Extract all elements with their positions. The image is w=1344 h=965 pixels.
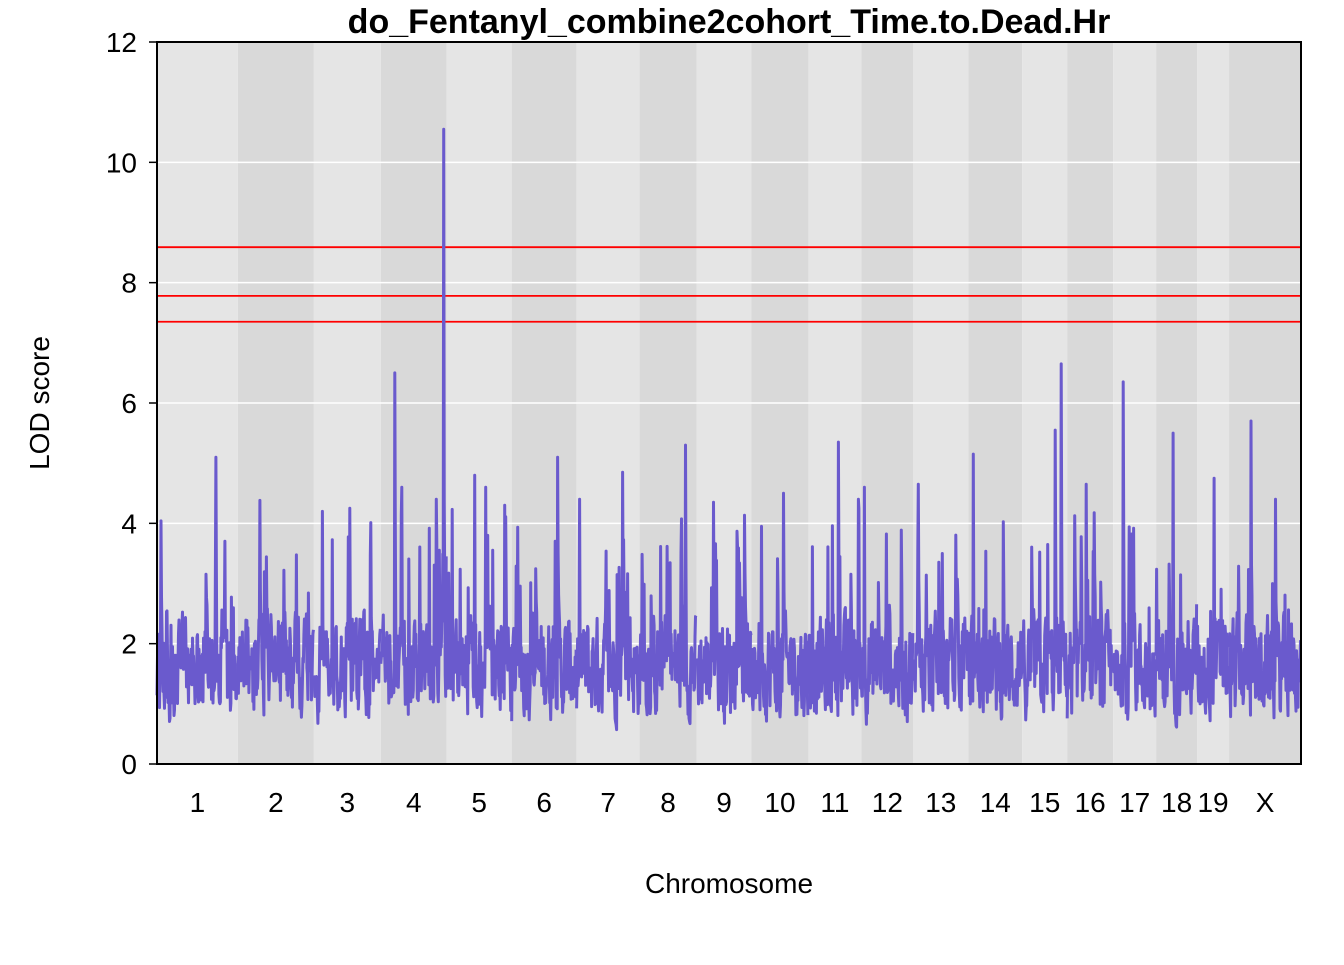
lod-trace-chr-9 bbox=[695, 500, 753, 725]
lod-trace-chr-7 bbox=[575, 470, 641, 732]
x-tick-label-chr-17: 17 bbox=[1119, 787, 1150, 818]
y-tick-label-2: 2 bbox=[121, 629, 137, 660]
x-tick-label-chr-18: 18 bbox=[1161, 787, 1192, 818]
lod-trace-chr-17 bbox=[1111, 380, 1158, 721]
lod-trace-chr-6 bbox=[510, 455, 578, 722]
x-tick-label-chr-3: 3 bbox=[340, 787, 356, 818]
x-tick-label-chr-15: 15 bbox=[1029, 787, 1060, 818]
x-axis: 1 2 3 4 5 6 7 8 9 10 11 12 13 14 15 16 17 18 19 X bbox=[190, 787, 1275, 818]
x-tick-label-chr-9: 9 bbox=[716, 787, 732, 818]
x-tick-label-chr-5: 5 bbox=[471, 787, 487, 818]
y-tick-label-8: 8 bbox=[121, 268, 137, 299]
lod-trace-chr-16 bbox=[1065, 482, 1115, 719]
lod-trace-chr-3 bbox=[312, 506, 382, 725]
y-axis-title: LOD score bbox=[24, 336, 55, 470]
x-tick-label-chr-2: 2 bbox=[268, 787, 284, 818]
x-tick-label-chr-8: 8 bbox=[660, 787, 676, 818]
lod-trace-chr-15 bbox=[1020, 362, 1069, 722]
lod-trace-chr-2 bbox=[236, 498, 315, 719]
x-tick-label-chr-X: X bbox=[1256, 787, 1275, 818]
lod-trace-chr-8 bbox=[638, 443, 698, 726]
x-tick-label-chr-19: 19 bbox=[1197, 787, 1228, 818]
x-tick-label-chr-7: 7 bbox=[600, 787, 616, 818]
lod-trace-chr-X bbox=[1227, 419, 1302, 720]
threshold-lines bbox=[157, 246, 1301, 323]
y-tick-label-4: 4 bbox=[121, 508, 137, 539]
lod-trace-chr-1 bbox=[155, 455, 239, 723]
x-tick-label-chr-13: 13 bbox=[925, 787, 956, 818]
x-tick-label-chr-12: 12 bbox=[872, 787, 903, 818]
lod-trace-chr-10 bbox=[750, 491, 810, 723]
lod-trace-chr-4 bbox=[379, 127, 448, 716]
chart-title: do_Fentanyl_combine2cohort_Time.to.Dead.… bbox=[348, 3, 1111, 41]
x-tick-label-chr-10: 10 bbox=[764, 787, 795, 818]
lod-trace-chr-18 bbox=[1154, 431, 1199, 729]
lod-trace-chr-12 bbox=[859, 485, 915, 726]
lod-series bbox=[155, 127, 1302, 732]
x-tick-label-chr-4: 4 bbox=[406, 787, 422, 818]
x-tick-label-chr-14: 14 bbox=[980, 787, 1011, 818]
x-tick-label-chr-1: 1 bbox=[190, 787, 206, 818]
y-tick-label-0: 0 bbox=[121, 749, 137, 780]
x-tick-label-chr-6: 6 bbox=[536, 787, 552, 818]
x-tick-label-chr-11: 11 bbox=[820, 787, 849, 818]
y-tick-label-6: 6 bbox=[121, 388, 137, 419]
y-axis: 0 2 4 6 8 10 12 bbox=[106, 27, 157, 780]
y-tick-label-12: 12 bbox=[106, 27, 137, 58]
x-axis-title: Chromosome bbox=[645, 868, 813, 899]
y-tick-label-10: 10 bbox=[106, 147, 137, 178]
lod-trace-chr-19 bbox=[1195, 476, 1231, 723]
lod-trace-chr-13 bbox=[911, 482, 970, 713]
lod-trace-chr-5 bbox=[445, 473, 513, 718]
lod-trace-chr-11 bbox=[806, 440, 862, 717]
x-tick-label-chr-16: 16 bbox=[1075, 787, 1106, 818]
lod-trace-chr-14 bbox=[966, 452, 1024, 721]
